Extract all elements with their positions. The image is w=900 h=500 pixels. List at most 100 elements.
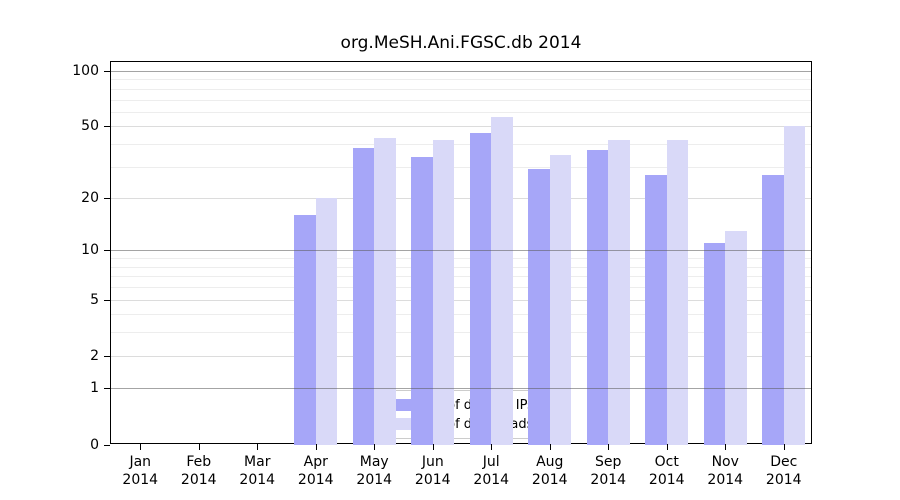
- y-tick-label: 20: [81, 190, 99, 207]
- minor-gridline: [111, 166, 811, 168]
- x-tick-month: Jul: [482, 454, 500, 470]
- x-tick-year: 2014: [765, 472, 802, 488]
- bar-downloads-dec: [783, 126, 806, 445]
- x-tick-month: Jun: [421, 454, 444, 470]
- major-gridline: [111, 388, 811, 390]
- y-tick: [104, 126, 110, 128]
- x-tick: [140, 444, 142, 450]
- plot-area: Nb of distinct IPs Nb of downloads 0 1 2 5 1…: [72, 61, 812, 488]
- x-tick-month: Oct: [654, 454, 679, 470]
- major-gridline: [111, 250, 811, 252]
- x-tick: [257, 444, 259, 450]
- minor-gridline: [111, 79, 811, 81]
- y-tick: [104, 70, 110, 72]
- y-tick-label: 5: [90, 291, 99, 308]
- x-tick: [315, 444, 317, 450]
- bar-distinct-ips-apr: [294, 215, 316, 445]
- labeled-gridline: [111, 198, 811, 200]
- x-tick: [432, 444, 434, 450]
- bar-distinct-ips-sep: [586, 150, 609, 445]
- minor-gridline: [111, 258, 811, 260]
- chart-title: org.MeSH.Ani.FGSC.db 2014: [340, 33, 582, 53]
- x-tick-year: 2014: [356, 472, 393, 488]
- x-tick-label-jul: Jul 2014: [462, 453, 520, 489]
- x-tick-year: 2014: [297, 472, 334, 488]
- bar-downloads-sep: [608, 140, 630, 445]
- x-tick: [198, 444, 200, 450]
- x-tick-month: Aug: [536, 454, 564, 470]
- x-tick-month: May: [359, 454, 389, 470]
- x-tick-year: 2014: [473, 472, 510, 488]
- y-tick-label: 100: [72, 62, 99, 79]
- bar-distinct-ips-jul: [469, 132, 492, 445]
- x-tick: [783, 444, 785, 450]
- x-tick: [549, 444, 551, 450]
- x-tick-year: 2014: [707, 472, 744, 488]
- x-tick-label-apr: Apr 2014: [287, 453, 345, 489]
- minor-gridline: [111, 88, 811, 90]
- labeled-gridline: [111, 126, 811, 128]
- x-tick-label-oct: Oct 2014: [638, 453, 696, 489]
- bar-distinct-ips-may: [352, 148, 375, 445]
- x-tick-label-aug: Aug 2014: [521, 453, 579, 489]
- x-tick-year: 2014: [414, 472, 451, 488]
- labeled-gridline: [111, 299, 811, 301]
- bar-downloads-aug: [549, 154, 572, 445]
- y-tick-label: 1: [90, 380, 99, 397]
- bar-downloads-jun: [432, 140, 455, 445]
- bar-distinct-ips-jun: [411, 156, 433, 445]
- y-tick: [104, 198, 110, 200]
- x-tick: [374, 444, 376, 450]
- y-tick: [104, 355, 110, 357]
- minor-gridline: [111, 287, 811, 289]
- x-tick-month: Feb: [186, 454, 212, 470]
- minor-gridline: [111, 99, 811, 101]
- minor-gridline: [111, 276, 811, 278]
- legend-item-downloads: Nb of downloads: [387, 416, 540, 432]
- x-tick-year: 2014: [531, 472, 568, 488]
- x-tick-label-dec: Dec 2014: [755, 453, 813, 489]
- x-tick-month: Sep: [595, 454, 622, 470]
- minor-gridline: [111, 143, 811, 145]
- x-tick-month: Dec: [770, 454, 798, 470]
- minor-gridline: [111, 266, 811, 268]
- y-tick: [104, 444, 110, 446]
- legend-item-distinct-ips: Nb of distinct IPs: [387, 397, 540, 413]
- bar-downloads-may: [374, 138, 396, 445]
- bar-downloads-oct: [666, 140, 689, 445]
- x-tick-year: 2014: [590, 472, 627, 488]
- x-tick-label-may: May 2014: [345, 453, 403, 489]
- major-gridline: [111, 70, 811, 72]
- x-tick-year: 2014: [239, 472, 276, 488]
- bar-distinct-ips-nov: [703, 243, 726, 445]
- x-tick: [608, 444, 610, 450]
- x-tick-year: 2014: [180, 472, 217, 488]
- y-tick: [104, 388, 110, 390]
- legend: Nb of distinct IPs Nb of downloads: [379, 390, 549, 439]
- bar-distinct-ips-oct: [645, 174, 667, 445]
- x-tick-label-mar: Mar 2014: [228, 453, 286, 489]
- x-tick-year: 2014: [122, 472, 159, 488]
- y-tick: [104, 250, 110, 252]
- y-tick-label: 50: [81, 118, 99, 135]
- y-tick-label: 2: [90, 347, 99, 364]
- x-tick: [725, 444, 727, 450]
- bar-downloads-jul: [491, 117, 513, 445]
- bar-distinct-ips-aug: [528, 169, 550, 445]
- minor-gridline: [111, 111, 811, 113]
- x-tick-month: Mar: [244, 454, 271, 470]
- x-tick-label-jun: Jun 2014: [404, 453, 462, 489]
- x-tick-month: Nov: [711, 454, 739, 470]
- x-tick-label-nov: Nov 2014: [696, 453, 754, 489]
- y-tick-label: 10: [81, 242, 99, 259]
- x-tick-year: 2014: [648, 472, 685, 488]
- minor-gridline: [111, 332, 811, 334]
- y-tick: [104, 299, 110, 301]
- x-tick-label-feb: Feb 2014: [170, 453, 228, 489]
- x-tick: [666, 444, 668, 450]
- bar-downloads-nov: [725, 230, 747, 445]
- y-tick-label: 0: [90, 436, 99, 453]
- bar-distinct-ips-dec: [762, 174, 784, 445]
- minor-gridline: [111, 314, 811, 316]
